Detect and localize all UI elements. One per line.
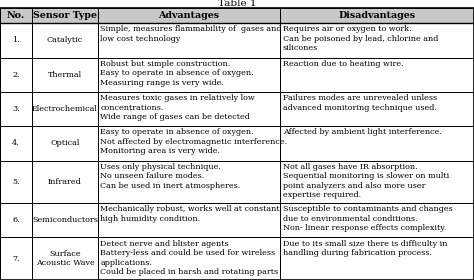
- Text: Catalytic: Catalytic: [47, 36, 83, 45]
- Bar: [32, 203, 98, 237]
- Text: Reaction due to heating wire.: Reaction due to heating wire.: [283, 60, 403, 68]
- Bar: [32, 8, 98, 23]
- Bar: [0, 203, 32, 237]
- Text: No.: No.: [7, 11, 25, 20]
- Bar: [98, 8, 280, 23]
- Bar: [32, 161, 98, 203]
- Text: Uses only physical technique.
No unseen failure modes.
Can be used in inert atmo: Uses only physical technique. No unseen …: [100, 163, 241, 190]
- Text: 1.: 1.: [12, 36, 20, 45]
- Bar: [32, 58, 98, 92]
- Bar: [32, 92, 98, 126]
- Bar: [280, 126, 474, 161]
- Text: Detect nerve and blister agents
Battery-less and could be used for wireless
appl: Detect nerve and blister agents Battery-…: [100, 240, 279, 276]
- Bar: [280, 23, 474, 58]
- Bar: [280, 8, 474, 23]
- Text: 5.: 5.: [12, 178, 20, 186]
- Bar: [98, 237, 280, 280]
- Bar: [32, 23, 98, 58]
- Text: Optical: Optical: [50, 139, 80, 147]
- Bar: [98, 126, 280, 161]
- Text: 6.: 6.: [12, 216, 20, 224]
- Text: Requires air or oxygen to work.
Can be poisoned by lead, chlorine and
silicones: Requires air or oxygen to work. Can be p…: [283, 25, 438, 52]
- Bar: [0, 92, 32, 126]
- Text: Affected by ambient light interference.: Affected by ambient light interference.: [283, 129, 442, 136]
- Text: 7.: 7.: [12, 255, 20, 263]
- Bar: [98, 58, 280, 92]
- Text: Due to its small size there is difficulty in
handling during fabrication process: Due to its small size there is difficult…: [283, 240, 447, 257]
- Text: Table 1: Table 1: [218, 0, 256, 8]
- Text: Susceptible to contaminants and changes
due to environmental conditions.
Non- li: Susceptible to contaminants and changes …: [283, 205, 453, 232]
- Bar: [98, 203, 280, 237]
- Text: Not all gases have IR absorption.
Sequential monitoring is slower on multi
point: Not all gases have IR absorption. Sequen…: [283, 163, 449, 199]
- Text: Easy to operate in absence of oxygen.
Not affected by electromagnetic interferen: Easy to operate in absence of oxygen. No…: [100, 129, 288, 155]
- Bar: [0, 58, 32, 92]
- Text: Surface
Acoustic Wave: Surface Acoustic Wave: [36, 250, 94, 267]
- Text: Failures modes are unrevealed unless
advanced monitoring technique used.: Failures modes are unrevealed unless adv…: [283, 94, 437, 112]
- Bar: [0, 23, 32, 58]
- Bar: [0, 126, 32, 161]
- Text: Mechanically robust, works well at constant
high humidity condition.: Mechanically robust, works well at const…: [100, 205, 280, 223]
- Text: 2.: 2.: [12, 71, 20, 79]
- Bar: [280, 203, 474, 237]
- Bar: [0, 8, 32, 23]
- Bar: [0, 237, 32, 280]
- Bar: [280, 161, 474, 203]
- Text: Simple, measures flammability of  gases and
low cost technology: Simple, measures flammability of gases a…: [100, 25, 282, 43]
- Text: Disadvantages: Disadvantages: [338, 11, 416, 20]
- Text: Semiconductors: Semiconductors: [32, 216, 98, 224]
- Bar: [98, 23, 280, 58]
- Text: Electrochemical: Electrochemical: [32, 105, 98, 113]
- Bar: [280, 237, 474, 280]
- Text: 3.: 3.: [12, 105, 20, 113]
- Bar: [98, 92, 280, 126]
- Bar: [280, 58, 474, 92]
- Text: Robust but simple construction.
Easy to operate in absence of oxygen.
Measuring : Robust but simple construction. Easy to …: [100, 60, 254, 87]
- Text: 4.: 4.: [12, 139, 20, 147]
- Bar: [98, 161, 280, 203]
- Text: Infrared: Infrared: [48, 178, 82, 186]
- Bar: [280, 92, 474, 126]
- Bar: [0, 161, 32, 203]
- Bar: [32, 237, 98, 280]
- Text: Sensor Type: Sensor Type: [33, 11, 97, 20]
- Text: Advantages: Advantages: [158, 11, 219, 20]
- Bar: [32, 126, 98, 161]
- Text: Thermal: Thermal: [48, 71, 82, 79]
- Text: Measures toxic gases in relatively low
concentrations.
Wide range of gases can b: Measures toxic gases in relatively low c…: [100, 94, 255, 121]
